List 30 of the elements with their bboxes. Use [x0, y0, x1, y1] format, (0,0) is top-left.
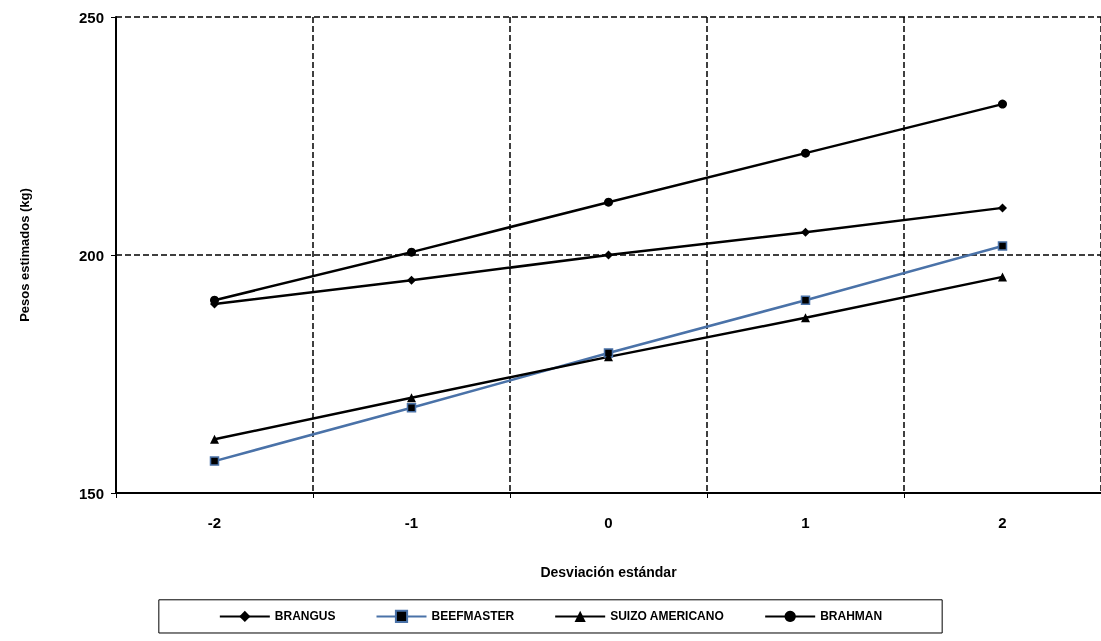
point: [209, 456, 220, 466]
y-tick-label: 250: [78, 8, 104, 26]
point: [407, 275, 416, 285]
y-tick-label: 150: [78, 484, 104, 502]
point: [801, 313, 810, 323]
point: [407, 247, 416, 257]
point: [407, 393, 416, 403]
point: [801, 148, 810, 158]
legend-label: BRANGUS: [274, 609, 336, 624]
legend-label: SUIZO AMERICANO: [610, 609, 724, 624]
point: [998, 99, 1007, 109]
x-tick-label: 1: [801, 514, 810, 531]
point: [998, 272, 1007, 282]
point: [997, 241, 1008, 251]
point: [998, 203, 1007, 213]
x-tick-label: -1: [404, 514, 419, 531]
y-tick-label: 200: [78, 246, 104, 264]
point: [210, 434, 219, 444]
point: [604, 197, 613, 207]
x-tick-label: -2: [207, 514, 222, 531]
point: [801, 227, 810, 237]
legend-label: BRAHMAN: [820, 609, 883, 624]
x-axis-title: Desviación estándar: [540, 564, 678, 580]
legend-label: BEEFMASTER: [431, 609, 515, 624]
x-tick-label: 2: [998, 514, 1007, 531]
point: [604, 250, 613, 260]
point: [406, 403, 417, 413]
x-tick-label: 0: [604, 514, 613, 531]
point: [800, 295, 811, 305]
y-axis-title: Pesos estimados (kg): [17, 188, 32, 322]
